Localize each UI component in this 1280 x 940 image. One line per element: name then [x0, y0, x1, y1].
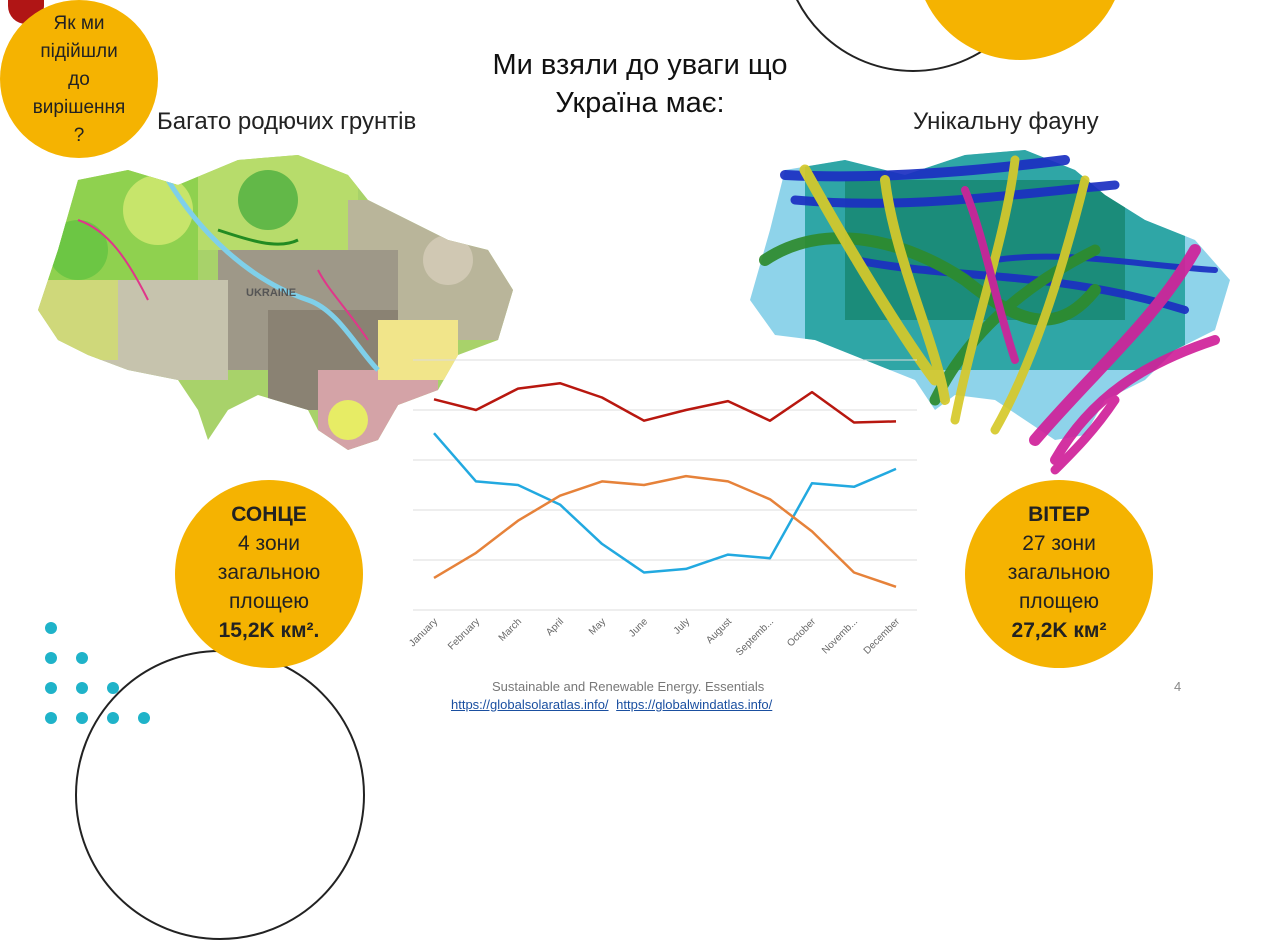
fauna-caption: Унікальну фауну	[913, 108, 1099, 136]
approach-line: Як ми	[0, 10, 158, 38]
decor-outline-circle-bottom	[75, 650, 365, 940]
chart-x-tick-label: June	[627, 616, 650, 639]
sun-badge-line: загальною	[175, 558, 363, 587]
page-number: 4	[1174, 679, 1181, 694]
chart-x-tick-label: May	[587, 616, 608, 637]
approach-line: підійшли	[0, 38, 158, 66]
approach-line: до	[0, 66, 158, 94]
wind-badge-line: площею	[965, 587, 1153, 616]
sun-badge-title: СОНЦЕ	[175, 500, 363, 529]
chart-x-tick-label: August	[704, 616, 734, 646]
wind-badge-value: 27,2K км²	[965, 616, 1153, 645]
chart-x-tick-label: Novemb...	[820, 616, 860, 656]
wind-badge: ВІТЕР 27 зони загальною площею 27,2K км²	[965, 480, 1153, 668]
title-line-2: Україна має:	[400, 84, 880, 122]
chart-x-tick-label: Septemb...	[734, 616, 776, 658]
soil-caption: Багато родючих грунтів	[157, 108, 416, 136]
chart-x-tick-label: July	[672, 616, 692, 636]
approach-badge: Як ми підійшли до вирішення ?	[0, 0, 158, 158]
sun-badge-line: 4 зони	[175, 529, 363, 558]
solar-atlas-link[interactable]: https://globalsolaratlas.info/	[451, 697, 609, 712]
wind-atlas-link[interactable]: https://globalwindatlas.info/	[616, 697, 772, 712]
approach-badge-text: Як ми підійшли до вирішення ?	[0, 10, 158, 150]
chart-x-tick-label: March	[497, 616, 524, 643]
chart-x-tick-label: December	[862, 616, 903, 657]
soil-map-label: UKRAINE	[246, 287, 296, 299]
chart-x-tick-label: October	[785, 616, 818, 649]
sun-badge-value: 15,2K км².	[175, 616, 363, 645]
chart-series-line-1	[434, 383, 896, 422]
wind-badge-text: ВІТЕР 27 зони загальною площею 27,2K км²	[965, 500, 1153, 645]
chart-x-tick-label: January	[407, 616, 440, 649]
chart-x-tick-label: February	[446, 616, 482, 652]
wind-badge-line: 27 зони	[965, 529, 1153, 558]
sun-badge-text: СОНЦЕ 4 зони загальною площею 15,2K км².	[175, 500, 363, 645]
title-line-1: Ми взяли до уваги що	[400, 46, 880, 84]
footer-source: Sustainable and Renewable Energy. Essent…	[492, 679, 764, 694]
wind-badge-line: загальною	[965, 558, 1153, 587]
slide-title: Ми взяли до уваги що Україна має:	[400, 46, 880, 122]
approach-line: вирішення	[0, 94, 158, 122]
chart-x-tick-label: April	[544, 616, 566, 638]
chart-series-line-2	[434, 433, 896, 572]
sun-badge: СОНЦЕ 4 зони загальною площею 15,2K км².	[175, 480, 363, 668]
sun-badge-line: площею	[175, 587, 363, 616]
footer-links: https://globalsolaratlas.info/ https://g…	[449, 697, 774, 712]
wind-badge-title: ВІТЕР	[965, 500, 1153, 529]
